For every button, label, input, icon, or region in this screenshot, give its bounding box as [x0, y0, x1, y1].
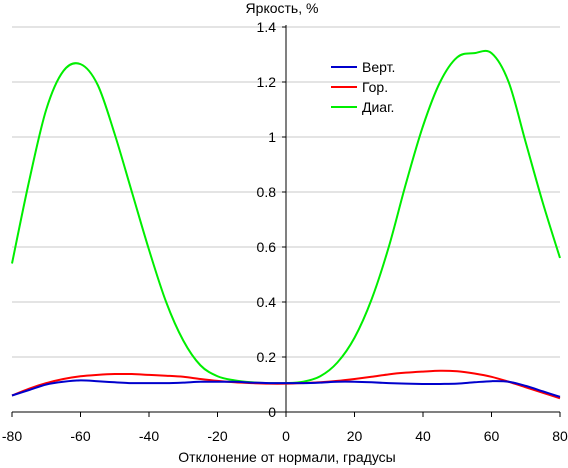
- y-tick-label: 0.8: [257, 184, 277, 200]
- x-tick-label: 0: [282, 428, 290, 444]
- axes: [11, 25, 561, 417]
- x-tick-label: 40: [415, 428, 431, 444]
- y-tick-label: 0: [268, 404, 276, 420]
- y-tick-label: 1.4: [257, 19, 277, 35]
- y-axis-title: Яркость, %: [246, 0, 319, 16]
- tick-labels: 0 0.2 0.4 0.6 0.8 1 1.2 1.4 -80 -60 -40 -20 0 20 40 60 8…: [2, 19, 568, 444]
- x-tick-label: 60: [484, 428, 500, 444]
- series-lines: [11, 49, 561, 400]
- x-tick-label: -60: [70, 428, 90, 444]
- y-tick-label: 0.2: [257, 349, 277, 365]
- y-tick-label: 0.4: [257, 294, 277, 310]
- y-tick-label: 0.6: [257, 239, 277, 255]
- y-tick-label: 1: [268, 129, 276, 145]
- legend-label-diag: Диаг.: [362, 99, 394, 115]
- y-tick-label: 1.2: [257, 74, 277, 90]
- legend-label-hor: Гор.: [362, 79, 388, 95]
- legend: Верт. Гор. Диаг.: [331, 59, 395, 115]
- x-tick-label: -20: [207, 428, 227, 444]
- legend-label-vert: Верт.: [362, 59, 395, 75]
- series-line-vert: [11, 379, 561, 398]
- x-tick-label: -80: [2, 428, 22, 444]
- x-axis-title: Отклонение от нормали, градусы: [178, 449, 395, 465]
- x-tick-label: -40: [139, 428, 159, 444]
- x-tick-label: 80: [552, 428, 568, 444]
- x-tick-label: 20: [347, 428, 363, 444]
